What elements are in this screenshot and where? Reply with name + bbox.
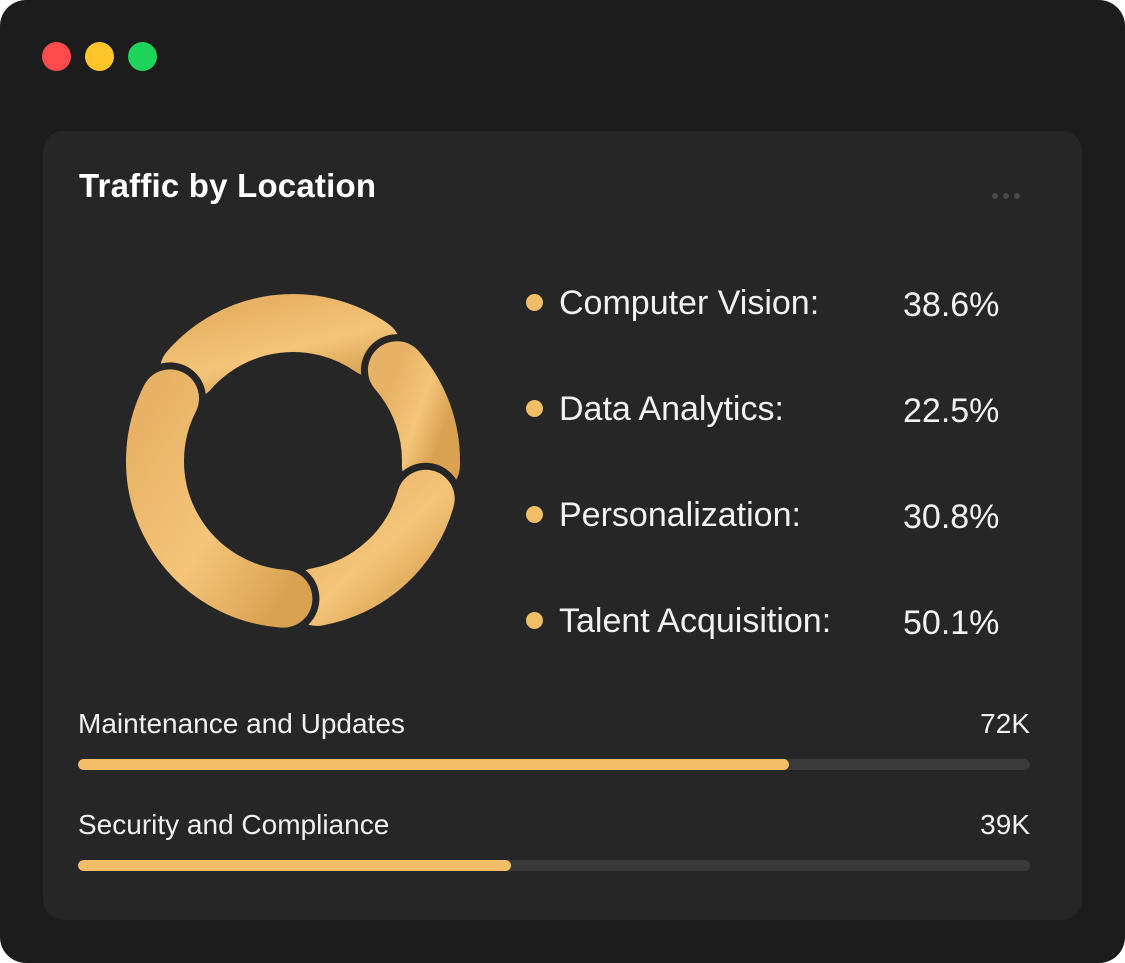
minimize-window-button[interactable] bbox=[85, 42, 114, 71]
legend-value: 50.1% bbox=[903, 604, 1000, 642]
progress-fill bbox=[78, 860, 512, 871]
legend-label: Talent Acquisition: bbox=[559, 602, 832, 640]
maximize-window-button[interactable] bbox=[128, 42, 157, 71]
progress-track bbox=[78, 759, 1030, 770]
legend-item: Talent Acquisition: 50.1% bbox=[526, 599, 1046, 643]
card-title: Traffic by Location bbox=[79, 167, 377, 204]
legend-bullet-icon bbox=[526, 612, 543, 629]
metric-value: 39K bbox=[980, 809, 1030, 840]
metric-label: Maintenance and Updates bbox=[78, 708, 405, 739]
donut-segment-data-analytics bbox=[367, 341, 460, 495]
legend-value: 38.6% bbox=[903, 286, 1000, 324]
legend-item: Data Analytics: 22.5% bbox=[526, 387, 1046, 431]
more-options-icon[interactable] bbox=[986, 185, 1026, 207]
donut-chart bbox=[119, 287, 467, 635]
legend-label: Data Analytics: bbox=[559, 390, 784, 428]
legend-value: 22.5% bbox=[903, 392, 1000, 430]
traffic-card: Traffic by Location Computer Vision: 38.… bbox=[43, 131, 1082, 920]
metric-label: Security and Compliance bbox=[78, 809, 390, 840]
legend-bullet-icon bbox=[526, 294, 543, 311]
close-window-button[interactable] bbox=[42, 42, 71, 71]
window-controls bbox=[42, 42, 157, 71]
legend-bullet-icon bbox=[526, 400, 543, 417]
progress-fill bbox=[78, 759, 790, 770]
donut-segment-computer-vision bbox=[159, 294, 401, 400]
legend-bullet-icon bbox=[526, 506, 543, 523]
legend-item: Personalization: 30.8% bbox=[526, 493, 1046, 537]
legend-label: Personalization: bbox=[559, 496, 801, 534]
progress-track bbox=[78, 860, 1030, 871]
metric-value: 72K bbox=[980, 708, 1030, 739]
donut-segment-personalization bbox=[287, 469, 455, 626]
donut-segment-talent-acquisition bbox=[126, 369, 313, 628]
legend-label: Computer Vision: bbox=[559, 284, 820, 322]
legend-item: Computer Vision: 38.6% bbox=[526, 281, 1046, 325]
legend-value: 30.8% bbox=[903, 498, 1000, 536]
